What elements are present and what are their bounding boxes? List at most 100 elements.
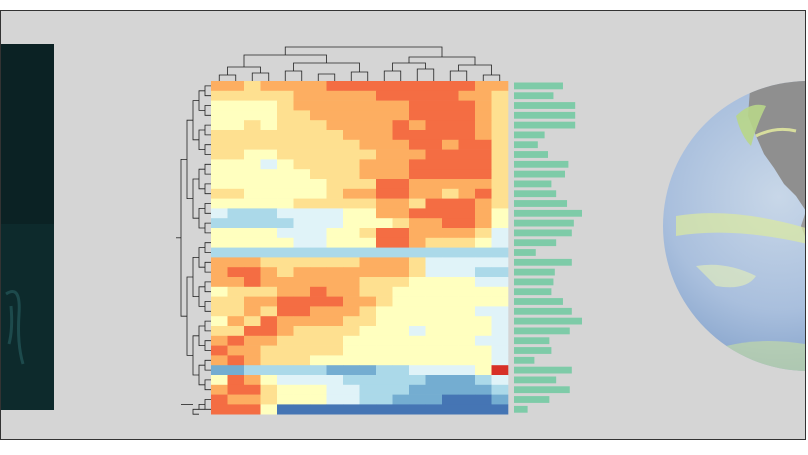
dendrogram-branch <box>180 159 187 317</box>
heatmap-cell <box>425 208 443 219</box>
heatmap-cell <box>442 306 459 317</box>
heatmap-cell <box>227 149 245 160</box>
heatmap-cell <box>392 149 410 160</box>
heatmap-cell <box>359 149 377 160</box>
heatmap-cell <box>442 257 459 268</box>
heatmap-cell <box>458 277 476 288</box>
heatmap-cell <box>392 130 410 141</box>
heatmap-cell <box>260 130 278 141</box>
heatmap-cell <box>293 110 311 121</box>
heatmap-cell <box>475 306 492 317</box>
heatmap-cell <box>442 296 459 307</box>
heatmap-cell <box>392 81 410 92</box>
heatmap-cell <box>359 375 377 386</box>
heatmap-cell <box>343 228 360 239</box>
heatmap-cell <box>475 188 492 199</box>
heatmap-cell <box>260 218 278 229</box>
heatmap-cell <box>326 179 344 190</box>
heatmap-cell <box>458 355 476 366</box>
heatmap-cell <box>277 296 294 307</box>
heatmap-cell <box>326 100 344 111</box>
heatmap-cell <box>376 110 393 121</box>
heatmap-cell <box>359 179 377 190</box>
heatmap-cell <box>227 139 245 150</box>
heatmap-cell <box>376 218 393 229</box>
heatmap-cell <box>326 110 344 121</box>
heatmap-cell <box>227 208 245 219</box>
heatmap-cell <box>392 198 410 209</box>
heatmap-cell <box>310 130 327 141</box>
heatmap-cell <box>211 404 228 415</box>
heatmap-cell <box>326 149 344 160</box>
heatmap-cell <box>409 110 426 121</box>
heatmap-cell <box>343 208 360 219</box>
heatmap-cell <box>491 228 509 239</box>
heatmap-cell <box>491 110 509 121</box>
heatmap-cell <box>211 306 228 317</box>
heatmap-cell <box>211 267 228 278</box>
heatmap-cell <box>392 247 410 258</box>
row-annotation-bar <box>514 307 572 315</box>
heatmap-cell <box>260 404 278 415</box>
heatmap-cell <box>442 404 459 415</box>
row-annotation-bar <box>514 298 563 305</box>
heatmap-cell <box>310 228 327 239</box>
heatmap-cell <box>260 345 278 356</box>
heatmap-cell <box>244 208 261 219</box>
heatmap-cell <box>277 384 294 395</box>
heatmap-cell <box>244 316 261 327</box>
heatmap-cell <box>326 277 344 288</box>
heatmap-cell <box>260 81 278 92</box>
dendrogram-branch <box>204 320 211 332</box>
heatmap-cell <box>475 81 492 92</box>
heatmap-cell <box>491 355 509 366</box>
heatmap-cell <box>260 335 278 346</box>
heatmap-cell <box>475 169 492 180</box>
heatmap-cell <box>458 316 476 327</box>
heatmap-cell <box>244 120 261 131</box>
heatmap-cell <box>326 81 344 92</box>
heatmap-cell <box>491 247 509 258</box>
heatmap-cell <box>277 394 294 405</box>
heatmap-cell <box>392 326 410 337</box>
heatmap-cell <box>310 375 327 386</box>
heatmap-cell <box>211 218 228 229</box>
heatmap-cell <box>293 179 311 190</box>
heatmap-cell <box>244 277 261 288</box>
heatmap-cell <box>277 169 294 180</box>
heatmap-cell <box>491 267 509 278</box>
heatmap-cell <box>392 100 410 111</box>
heatmap-cell <box>458 179 476 190</box>
heatmap-cell <box>376 179 393 190</box>
heatmap-cell <box>293 257 311 268</box>
left-image-lower-region <box>1 224 54 410</box>
heatmap-cell <box>293 159 311 170</box>
heatmap-cell <box>227 355 245 366</box>
heatmap-cell <box>293 169 311 180</box>
heatmap-cell <box>425 149 443 160</box>
heatmap-cell <box>260 267 278 278</box>
heatmap-cell <box>293 296 311 307</box>
heatmap-cell <box>491 218 509 229</box>
heatmap-cell <box>392 139 410 150</box>
heatmap-cell <box>376 365 393 376</box>
heatmap-cell <box>458 130 476 141</box>
heatmap-cell <box>442 100 459 111</box>
heatmap-cells <box>211 81 509 415</box>
heatmap-cell <box>211 110 228 121</box>
heatmap-cell <box>359 81 377 92</box>
heatmap-cell <box>326 375 344 386</box>
heatmap-cell <box>244 90 261 101</box>
row-annotation-bar <box>514 82 563 90</box>
heatmap-cell <box>277 120 294 131</box>
heatmap-cell <box>277 306 294 317</box>
dendrogram-branch <box>198 286 205 307</box>
dendrogram-branch <box>186 276 193 356</box>
heatmap-cell <box>310 306 327 317</box>
heatmap-cell <box>475 286 492 297</box>
heatmap-cell <box>475 375 492 386</box>
heatmap-cell <box>244 179 261 190</box>
heatmap-cell <box>458 81 476 92</box>
column-dendrogram <box>218 46 501 81</box>
vegetation-band-north <box>736 104 766 146</box>
